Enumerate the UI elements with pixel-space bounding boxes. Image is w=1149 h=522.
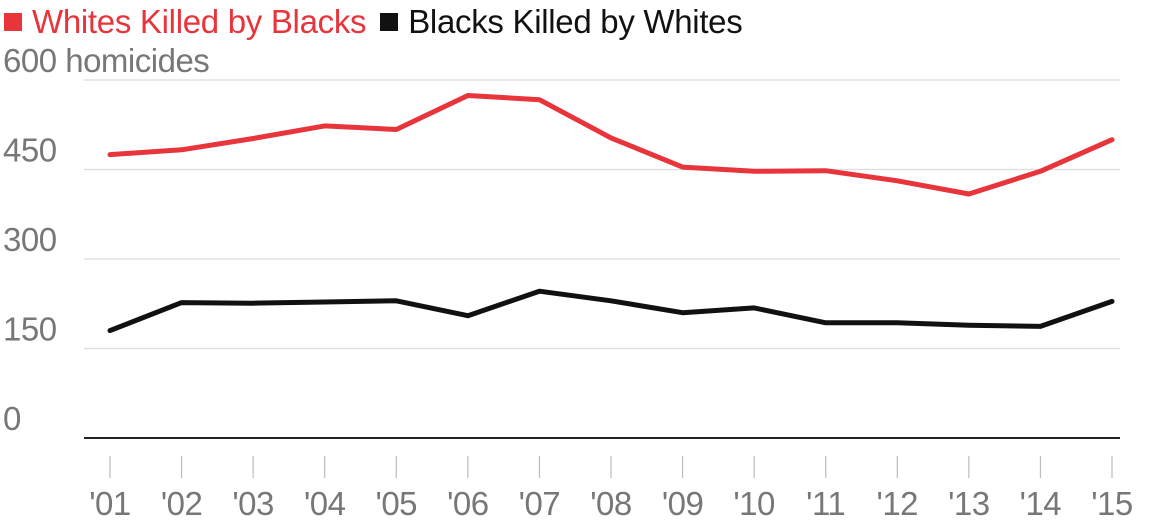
series-line — [110, 96, 1112, 195]
x-tick-label: '15 — [1091, 485, 1133, 522]
x-tick-label: '02 — [161, 485, 203, 522]
x-tick-label: '13 — [948, 485, 990, 522]
x-tick-label: '04 — [304, 485, 346, 522]
x-tick-label: '03 — [232, 485, 274, 522]
x-tick-label: '14 — [1020, 485, 1062, 522]
x-tick-label: '08 — [590, 485, 632, 522]
x-axis-ticks: '01 '02 '03 '04 '05 '06 '07 '08 '09 '10 '11 '12 '13 '… — [89, 456, 1133, 522]
y-tick-label: 0 — [3, 400, 21, 437]
y-tick-label: 450 — [3, 132, 57, 169]
y-tick-label: 300 — [3, 221, 57, 258]
x-tick-label: '05 — [376, 485, 418, 522]
series-line — [110, 291, 1112, 330]
y-axis-ticks: 0 150 300 450 600 homicides — [3, 42, 209, 437]
x-tick-label: '06 — [447, 485, 489, 522]
x-tick-label: '12 — [877, 485, 919, 522]
y-tick-label: 600 homicides — [3, 42, 209, 79]
y-tick-label: 150 — [3, 311, 57, 348]
x-tick-label: '01 — [89, 485, 131, 522]
x-tick-label: '07 — [519, 485, 561, 522]
x-tick-label: '11 — [806, 485, 845, 522]
x-tick-label: '09 — [662, 485, 704, 522]
x-tick-label: '10 — [733, 485, 775, 522]
series-lines — [110, 96, 1112, 331]
